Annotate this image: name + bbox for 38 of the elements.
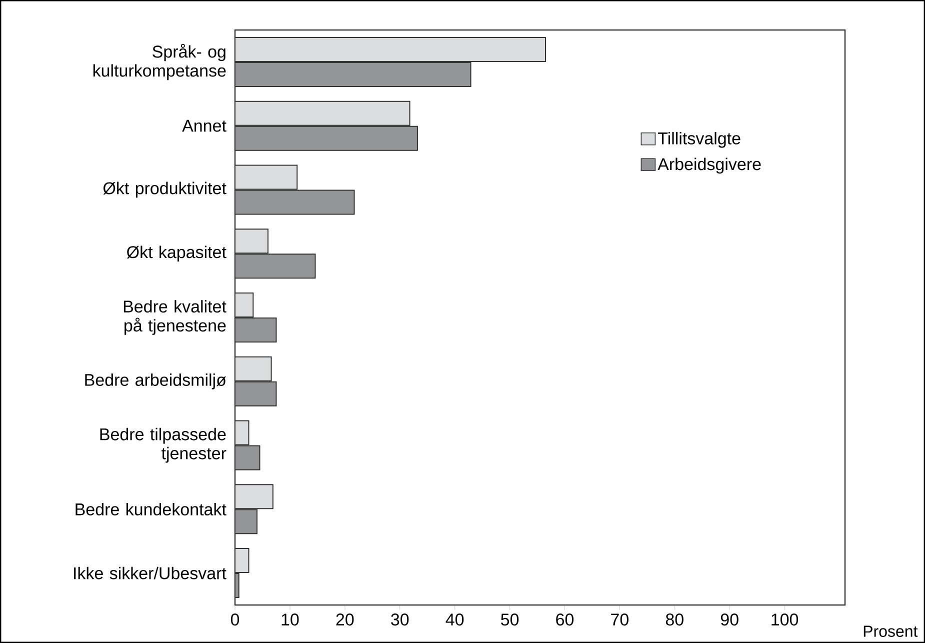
bar	[235, 292, 254, 318]
x-tick-label: 60	[556, 614, 574, 626]
bar	[235, 381, 277, 406]
legend-label: Arbeidsgivere	[658, 158, 761, 174]
x-tick-label: 30	[391, 614, 409, 626]
x-tick-label: 10	[282, 614, 299, 626]
bar	[235, 356, 272, 382]
x-tick-label: 50	[501, 614, 519, 626]
bar	[235, 62, 472, 87]
bar	[235, 254, 316, 279]
x-tick-label: 40	[446, 614, 464, 626]
y-tick-label: Bedre kundekontakt	[76, 502, 226, 516]
bar	[235, 445, 260, 470]
x-tick-label: 0	[230, 614, 240, 626]
bar	[235, 36, 546, 62]
bar	[235, 100, 410, 126]
y-tick-label: Annet	[182, 120, 226, 132]
bar	[235, 318, 277, 343]
y-tick-label: Økt produktivitet	[103, 182, 226, 198]
legend-label: Tillitsvalgte	[658, 132, 740, 148]
x-tick-label: 20	[336, 614, 354, 626]
bar	[235, 190, 355, 215]
y-tick-label: Bedre tilpassede tjenester	[100, 428, 226, 463]
x-tick-label: 70	[611, 614, 628, 626]
x-tick-label: 100	[772, 614, 798, 626]
bar	[235, 164, 298, 190]
bar	[235, 126, 418, 151]
y-tick-label: Bedre arbeidsmiljø	[85, 373, 226, 390]
y-tick-label: Ikke sikker/Ubesvart	[74, 566, 226, 580]
x-tick-label: 80	[666, 614, 684, 626]
y-tick-label: Økt kapasitet	[126, 246, 226, 262]
y-tick-label: Bedre kvalitet på tjenestene	[124, 300, 226, 335]
x-axis-title: Prosent	[864, 626, 918, 637]
x-tick-label: 90	[720, 614, 738, 626]
bar	[235, 484, 274, 510]
bar	[235, 228, 268, 254]
bar	[235, 509, 258, 534]
y-tick-label: Språk- og kulturkompetanse	[93, 44, 226, 80]
